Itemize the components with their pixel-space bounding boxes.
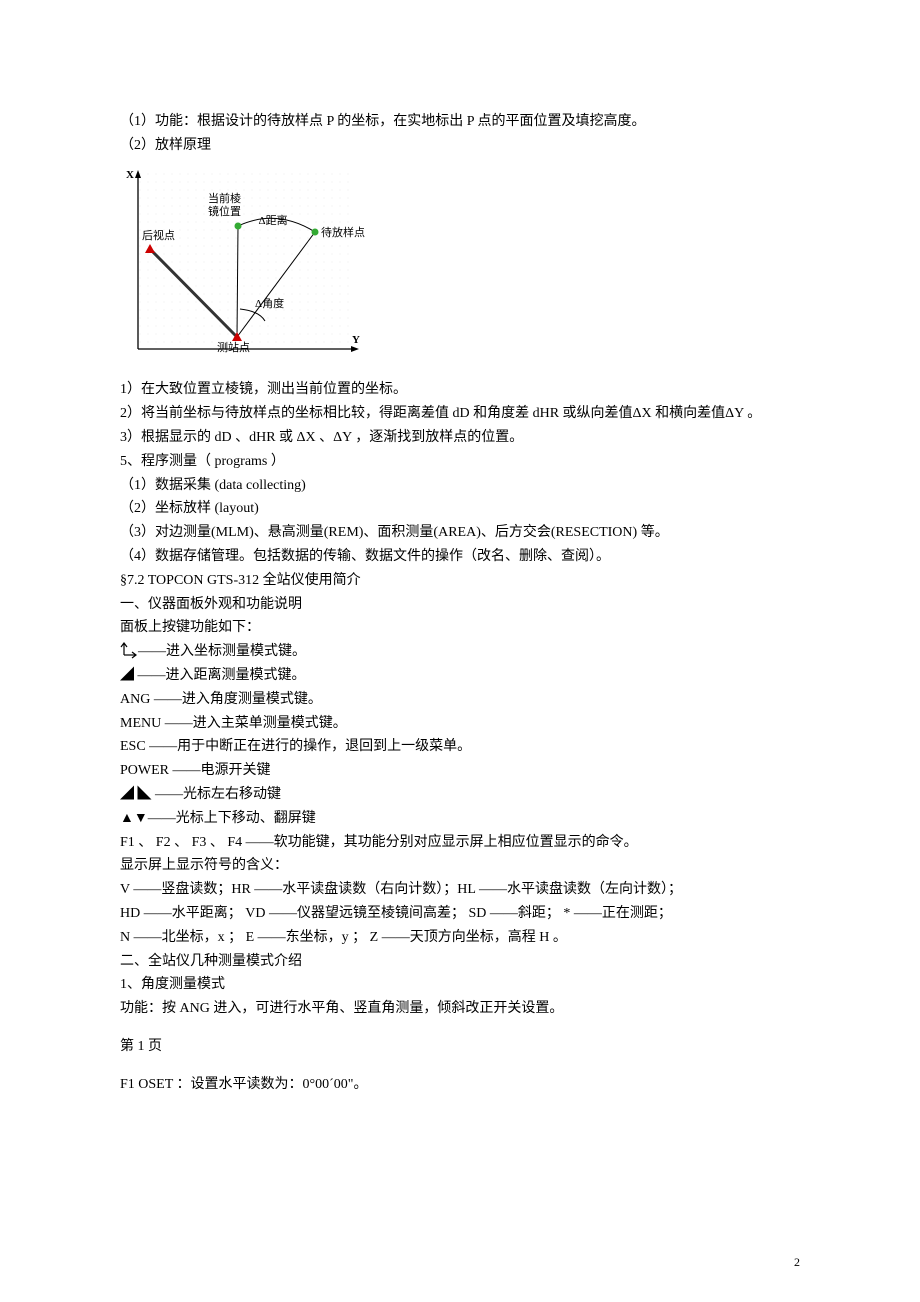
- paragraph: （1）数据采集 (data collecting): [120, 474, 800, 498]
- svg-text:镜位置: 镜位置: [208, 204, 241, 218]
- stakeout-diagram: X Y 后视点测站点 当前棱镜位置待放样点 Δ距离 Δ角度: [120, 164, 800, 373]
- paragraph: ▲▼——光标上下移动、翻屏键: [120, 807, 800, 831]
- paragraph: （1）功能：根据设计的待放样点 P 的坐标，在实地标出 P 点的平面位置及填挖高…: [120, 110, 800, 134]
- svg-text:待放样点: 待放样点: [321, 225, 365, 239]
- paragraph: 二、全站仪几种测量模式介绍: [120, 950, 800, 974]
- paragraph-coord-key: ——进入坐标测量模式键。: [120, 640, 800, 664]
- paragraph: 1、角度测量模式: [120, 973, 800, 997]
- page-number: 2: [794, 1252, 800, 1272]
- svg-text:当前棱: 当前棱: [208, 191, 241, 205]
- coord-arrow-icon: [120, 641, 138, 659]
- spacer: [120, 1059, 800, 1073]
- paragraph: 1）在大致位置立棱镜，测出当前位置的坐标。: [120, 378, 800, 402]
- paragraph: （4）数据存储管理。包括数据的传输、数据文件的操作（改名、删除、查阅）。: [120, 545, 800, 569]
- svg-text:Δ距离: Δ距离: [259, 213, 288, 227]
- svg-text:X: X: [126, 169, 134, 181]
- spacer: [120, 1021, 800, 1035]
- paragraph: 2）将当前坐标与待放样点的坐标相比较，得距离差值 dD 和角度差 dHR 或纵向…: [120, 402, 800, 426]
- document-page: （1）功能：根据设计的待放样点 P 的坐标，在实地标出 P 点的平面位置及填挖高…: [0, 0, 920, 1302]
- paragraph: 功能：按 ANG 进入，可进行水平角、竖直角测量，倾斜改正开关设置。: [120, 997, 800, 1021]
- svg-text:Y: Y: [352, 334, 360, 346]
- paragraph: ◢ ——进入距离测量模式键。: [120, 664, 800, 688]
- paragraph: 3）根据显示的 dD 、dHR 或 ΔX 、ΔY ，逐渐找到放样点的位置。: [120, 426, 800, 450]
- text-run: ——进入坐标测量模式键。: [138, 644, 306, 659]
- paragraph: 显示屏上显示符号的含义：: [120, 854, 800, 878]
- paragraph: F1 、 F2 、 F3 、 F4 ——软功能键，其功能分别对应显示屏上相应位置…: [120, 831, 800, 855]
- paragraph: F1 OSET ：设置水平读数为：0°00´00"。: [120, 1073, 800, 1097]
- paragraph: 面板上按键功能如下：: [120, 616, 800, 640]
- paragraph: ESC ——用于中断正在进行的操作，退回到上一级菜单。: [120, 735, 800, 759]
- paragraph: 一、仪器面板外观和功能说明: [120, 593, 800, 617]
- paragraph: （2）坐标放样 (layout): [120, 497, 800, 521]
- svg-text:测站点: 测站点: [217, 340, 250, 354]
- svg-text:Δ角度: Δ角度: [255, 296, 284, 310]
- paragraph: POWER ——电源开关键: [120, 759, 800, 783]
- paragraph: （3）对边测量(MLM)、悬高测量(REM)、面积测量(AREA)、后方交会(R…: [120, 521, 800, 545]
- paragraph: N ——北坐标，x ； E ——东坐标，y ； Z ——天顶方向坐标，高程 H …: [120, 926, 800, 950]
- paragraph: V ——竖盘读数；HR ——水平读盘读数（右向计数）；HL ——水平读盘读数（左…: [120, 878, 800, 902]
- paragraph: HD ——水平距离； VD ——仪器望远镜至棱镜间高差； SD ——斜距； * …: [120, 902, 800, 926]
- paragraph: 第 1 页: [120, 1035, 800, 1059]
- paragraph: ANG ——进入角度测量模式键。: [120, 688, 800, 712]
- paragraph: ◢ ◣ ——光标左右移动键: [120, 783, 800, 807]
- paragraph: （2）放样原理: [120, 134, 800, 158]
- paragraph: MENU ——进入主菜单测量模式键。: [120, 712, 800, 736]
- paragraph: §7.2 TOPCON GTS-312 全站仪使用简介: [120, 569, 800, 593]
- svg-text:后视点: 后视点: [142, 228, 175, 242]
- paragraph: 5、程序测量（ programs ）: [120, 450, 800, 474]
